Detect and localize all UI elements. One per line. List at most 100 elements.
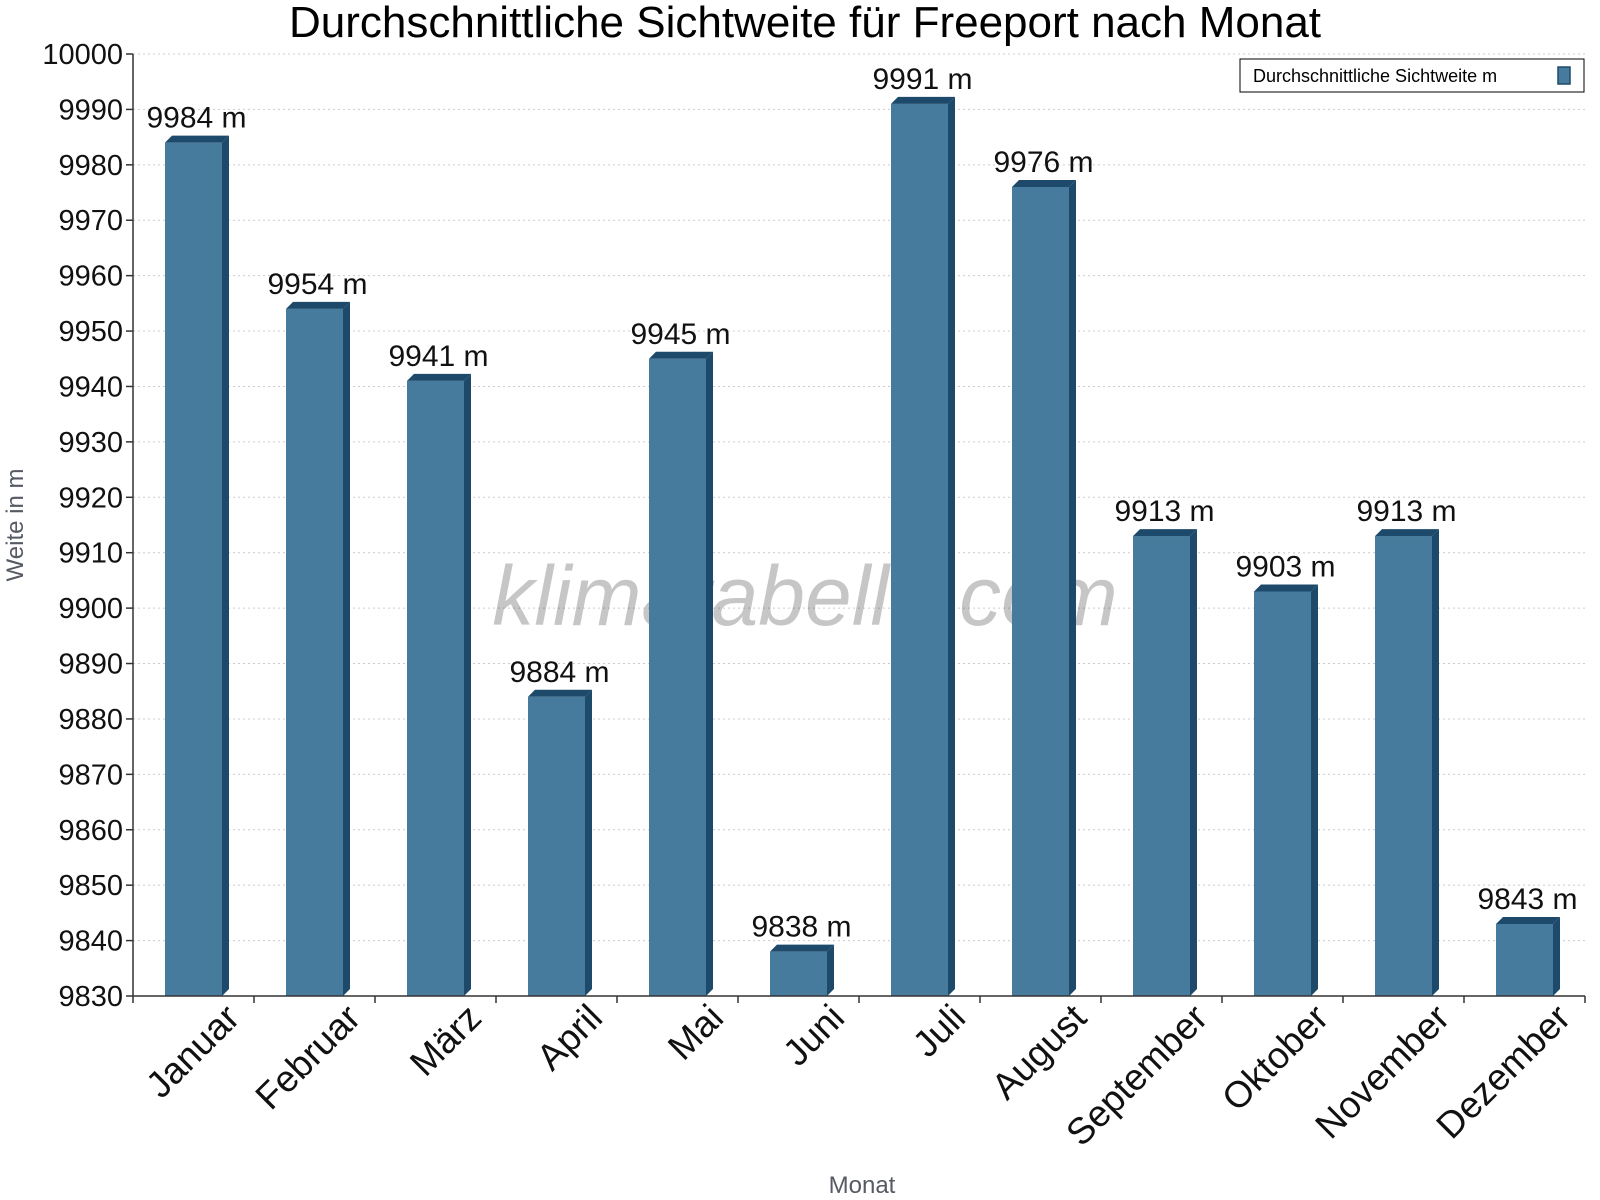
y-tick-label: 9840	[58, 926, 123, 958]
y-tick-label: 9860	[58, 815, 123, 847]
bar-side	[585, 689, 592, 996]
y-tick-labels: 9830 9840 9850 9860 9870 9880 9890 9900 9910 9920…	[42, 39, 123, 1013]
bar-november	[1375, 529, 1439, 996]
grid-lines	[133, 53, 1585, 997]
value-label: 9843 m	[1477, 883, 1577, 916]
y-tick-label: 9930	[58, 427, 123, 459]
bar-top	[891, 96, 955, 104]
bar-side	[1311, 584, 1318, 996]
bar-front	[407, 380, 464, 996]
y-tick-label: 9970	[58, 205, 123, 237]
value-label: 9941 m	[388, 340, 488, 373]
bar-top	[407, 373, 471, 381]
bar-april	[528, 689, 592, 996]
value-label: 9913 m	[1356, 495, 1456, 528]
y-tick-label: 9870	[58, 759, 123, 791]
bar-front	[1496, 923, 1553, 996]
value-label: 9945 m	[630, 318, 730, 351]
bar-top	[528, 689, 592, 697]
bar-front	[649, 358, 706, 996]
bar-top	[1254, 584, 1318, 592]
x-tick-label: August	[984, 996, 1095, 1107]
axes	[126, 53, 1586, 1003]
bar-front	[286, 308, 343, 996]
bar-side	[464, 373, 471, 996]
bar-side	[827, 944, 834, 996]
bar-top	[286, 301, 350, 309]
legend-swatch	[1557, 66, 1571, 85]
bar-side	[948, 96, 955, 996]
value-label: 9838 m	[751, 911, 851, 944]
x-tick-label: März	[402, 997, 489, 1084]
value-label: 9984 m	[146, 102, 246, 135]
bar-front	[528, 696, 585, 996]
x-tick-label: Juli	[905, 997, 973, 1065]
bar-top	[1496, 916, 1560, 924]
bar-front	[1254, 591, 1311, 996]
x-tick-label: Januar	[138, 997, 247, 1106]
x-axis-label: Monat	[829, 1172, 896, 1199]
bar-oktober	[1254, 584, 1318, 996]
value-label: 9991 m	[872, 63, 972, 96]
y-tick-label: 9920	[58, 482, 123, 514]
bar-februar	[286, 301, 350, 996]
bar-side	[222, 135, 229, 997]
bar-front	[891, 103, 948, 996]
y-tick-label: 9950	[58, 316, 123, 348]
bar-september	[1133, 529, 1197, 996]
x-tick-label: Februar	[248, 997, 369, 1118]
bar-juli	[891, 96, 955, 996]
bar-side	[343, 301, 350, 996]
y-tick-label: 9850	[58, 870, 123, 902]
y-axis-label: Weite in m	[2, 469, 29, 582]
bar-top	[649, 351, 713, 359]
x-tick-label: April	[529, 997, 610, 1078]
bar-dezember	[1496, 916, 1560, 996]
value-label: 9954 m	[267, 268, 367, 301]
bar-front	[1375, 536, 1432, 996]
bar-side	[1069, 179, 1076, 997]
y-tick-label: 9830	[58, 981, 123, 1013]
y-tick-label: 9990	[58, 94, 123, 126]
bars	[165, 96, 1560, 997]
bar-märz	[407, 373, 471, 996]
x-tick-labels: Januar Februar März April Mai Juni Juli AugustS…	[138, 996, 1578, 1153]
bar-top	[1375, 529, 1439, 537]
legend-box	[1239, 58, 1585, 93]
bar-front	[770, 951, 827, 996]
y-tick-label: 9940	[58, 371, 123, 403]
bar-side	[1432, 529, 1439, 996]
bar-front	[165, 142, 222, 997]
bar-august	[1012, 179, 1076, 997]
y-tick-label: 9960	[58, 261, 123, 293]
x-tick-label: Oktober	[1214, 997, 1336, 1119]
value-label: 9976 m	[993, 146, 1093, 179]
y-tick-label: 9910	[58, 538, 123, 570]
bar-front	[1133, 536, 1190, 996]
x-tick-label: Dezember	[1428, 997, 1578, 1147]
y-tick-label: 9980	[58, 150, 123, 182]
x-tick-label: Juni	[775, 997, 852, 1074]
bar-top	[1133, 529, 1197, 537]
y-tick-label: 9890	[58, 649, 123, 681]
value-labels: 9984 m 9954 m 9941 m 9884 m 9945 m 9838 m 9991…	[146, 63, 1577, 944]
value-label: 9903 m	[1235, 550, 1335, 583]
x-tick-label: Mai	[660, 997, 731, 1068]
legend-label: Durchschnittliche Sichtweite m	[1253, 66, 1497, 86]
bar-side	[1553, 916, 1560, 996]
chart-title: Durchschnittliche Sichtweite für Freepor…	[289, 0, 1321, 47]
bar-front	[1012, 186, 1069, 997]
y-tick-label: 9900	[58, 593, 123, 625]
bar-top	[770, 944, 834, 952]
bar-side	[706, 351, 713, 996]
value-label: 9884 m	[509, 656, 609, 689]
bar-side	[1190, 529, 1197, 996]
bar-mai	[649, 351, 713, 996]
bar-januar	[165, 135, 229, 997]
bar-top	[1012, 179, 1076, 187]
legend: Durchschnittliche Sichtweite m	[1239, 58, 1585, 93]
value-label: 9913 m	[1114, 495, 1214, 528]
bar-top	[165, 135, 229, 143]
y-tick-label: 9880	[58, 704, 123, 736]
